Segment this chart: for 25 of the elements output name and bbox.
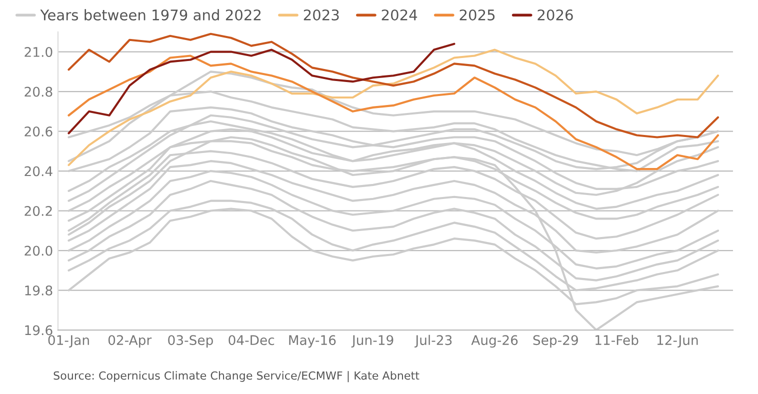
source-note: Source: Copernicus Climate Change Service/ECMWF | Kate Abnett: [54, 371, 420, 382]
y-tick-label: 20.4: [24, 166, 52, 176]
legend-label: 2026: [538, 9, 573, 20]
x-tick-label: Aug-26: [471, 335, 518, 348]
y-tick-label: 20.0: [24, 246, 52, 256]
y-tick-label: 21.0: [24, 47, 52, 57]
y-tick-label: 20.2: [24, 206, 52, 216]
y-tick-label: 19.8: [25, 285, 52, 296]
legend-label: 2025: [460, 9, 495, 20]
x-tick-label: 11-Feb: [596, 334, 638, 346]
y-tick-label: 19.6: [25, 325, 52, 336]
x-tick-label: May-16: [289, 335, 336, 348]
x-tick-label: 01-Jan: [48, 335, 89, 348]
y-tick-label: 20.6: [24, 126, 52, 136]
x-tick-label: 04-Dec: [228, 335, 274, 346]
x-tick-label: 12-Jun: [657, 335, 698, 348]
x-tick-label: 03-Sep: [168, 335, 213, 348]
x-tick-label: Sep-29: [533, 335, 578, 348]
x-tick-label: 02-Apr: [108, 335, 152, 348]
legend-label: 2024: [382, 9, 418, 20]
x-tick-label: Jul-23: [414, 334, 452, 348]
x-tick-label: Jun-19: [351, 335, 394, 348]
legend-label: Years between 1979 and 2022: [40, 9, 261, 20]
y-tick-label: 20.8: [24, 86, 52, 97]
legend-label: 2023: [304, 9, 339, 20]
